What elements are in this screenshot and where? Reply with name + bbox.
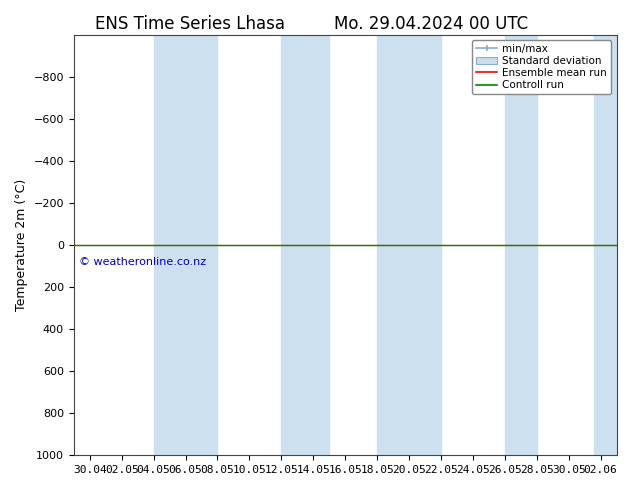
Text: ENS Time Series Lhasa: ENS Time Series Lhasa	[95, 15, 285, 33]
Bar	[281, 35, 329, 455]
Bar	[377, 35, 441, 455]
Legend: min/max, Standard deviation, Ensemble mean run, Controll run: min/max, Standard deviation, Ensemble me…	[472, 40, 611, 95]
Bar	[594, 35, 620, 455]
Y-axis label: Temperature 2m (°C): Temperature 2m (°C)	[15, 179, 28, 311]
Bar	[505, 35, 537, 455]
Text: Mo. 29.04.2024 00 UTC: Mo. 29.04.2024 00 UTC	[334, 15, 528, 33]
Bar	[153, 35, 217, 455]
Text: © weatheronline.co.nz: © weatheronline.co.nz	[79, 257, 206, 267]
